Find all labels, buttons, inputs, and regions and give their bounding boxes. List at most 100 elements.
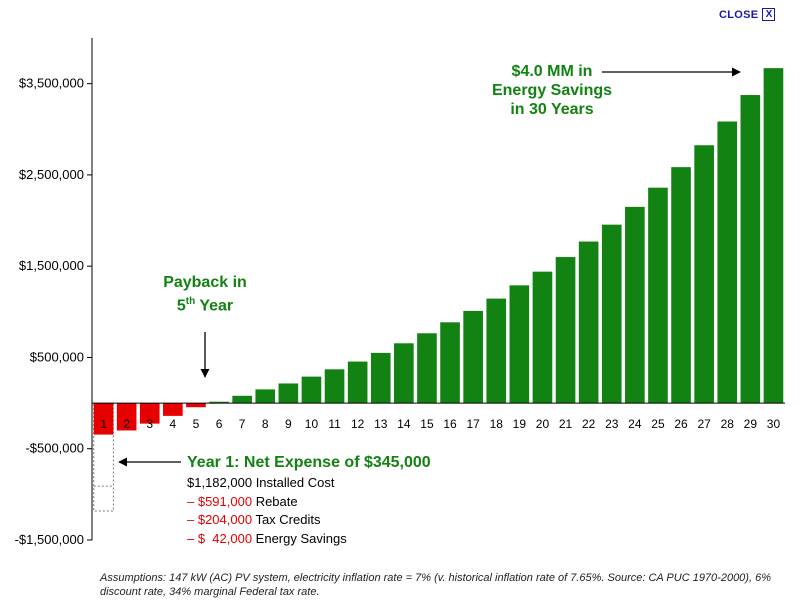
bar-year-16 (440, 322, 460, 404)
bar-year-26 (671, 167, 691, 404)
y-tick-label: $2,500,000 (19, 167, 84, 182)
bars-group (93, 68, 784, 512)
x-tick-label: 27 (697, 417, 711, 431)
bar-year-18 (486, 298, 507, 404)
bar-year-9 (278, 383, 299, 404)
breakdown-label: Energy Savings (252, 530, 347, 546)
payback-line2-num: 5 (176, 297, 186, 315)
x-tick-label: 1 (100, 417, 107, 431)
x-tick-label: 26 (674, 417, 688, 431)
bar-year-6 (209, 401, 229, 404)
x-tick-label: 2 (123, 417, 130, 431)
bar-year-11 (324, 369, 345, 404)
x-tick-label: 4 (170, 417, 177, 431)
close-label: CLOSE (719, 8, 759, 21)
savings-line1: $4.0 MM in (511, 63, 593, 80)
bar-year-29 (740, 95, 761, 404)
x-tick-label: 20 (536, 417, 550, 431)
x-tick-label: 10 (305, 417, 319, 431)
x-tick-label: 16 (443, 417, 457, 431)
x-tick-label: 18 (490, 417, 504, 431)
savings-annotation: $4.0 MM in Energy Savings in 30 Years (460, 62, 644, 119)
bar-year-5 (186, 403, 206, 408)
x-tick-label: 14 (397, 417, 411, 431)
breakdown-label: Rebate (252, 493, 298, 509)
breakdown-label: Tax Credits (252, 512, 321, 527)
y-tick-labels: $3,500,000 $2,500,000 $1,500,000 $500,000 -$… (15, 76, 84, 547)
x-tick-label: 17 (466, 417, 480, 431)
bar-year-24 (625, 206, 645, 404)
bar-year-20 (532, 271, 553, 404)
x-tick-label: 11 (328, 417, 341, 431)
y-tick-label: $3,500,000 (19, 76, 84, 91)
x-tick-label: 21 (559, 417, 573, 431)
x-tick-label: 3 (146, 417, 153, 431)
bar-year-22 (578, 241, 599, 404)
payback-line1: Payback in (163, 274, 247, 291)
breakdown-amount: – $204,000 (187, 512, 253, 527)
bar-year-30 (763, 68, 784, 404)
breakdown-amount: – $ 42,000 (187, 530, 253, 546)
payback-annotation: Payback in 5th Year (140, 273, 270, 315)
bar-year-15 (417, 333, 437, 404)
x-tick-label: 7 (239, 417, 246, 431)
bar-year-1 (93, 403, 114, 435)
payback-line2-sup: th (185, 296, 196, 307)
x-tick-label: 6 (216, 417, 223, 431)
breakdown-row-tax-credits: – $204,000 Tax Credits (187, 511, 347, 530)
chart: 1 2 3 4 5 6 7 8 9 10 11 12 13 14 15 16 17 18 19 20 21 22 23 24 2… (15, 38, 785, 547)
x-tick-label: 30 (767, 417, 781, 431)
payback-line2-rest: Year (195, 297, 234, 315)
x-tick-label: 25 (651, 417, 665, 431)
y-tick-label: $500,000 (30, 349, 84, 364)
x-tick-label: 23 (605, 417, 619, 431)
savings-line2: Energy Savings (491, 82, 613, 99)
payback-line2: 5th Year (140, 292, 270, 315)
bar-year-13 (370, 352, 391, 404)
x-tick-labels: 1 2 3 4 5 6 7 8 9 10 11 12 13 14 15 16 17 18 19 20 21 22 23 24 2… (100, 417, 780, 431)
breakdown-row-rebate: – $591,000 Rebate (187, 493, 347, 512)
breakdown-row-installed: $1,182,000 Installed Cost (187, 474, 347, 493)
close-button[interactable]: CLOSE X (719, 8, 776, 21)
x-tick-label: 28 (721, 417, 735, 431)
assumptions-footnote: Assumptions: 147 kW (AC) PV system, elec… (100, 572, 771, 598)
bar-year-12 (347, 361, 368, 404)
x-tick-label: 29 (744, 417, 758, 431)
x-tick-label: 19 (513, 417, 527, 431)
close-icon: X (762, 8, 776, 21)
x-tick-label: 12 (351, 417, 365, 431)
y-tick-label: $1,500,000 (19, 258, 84, 273)
bar-year-27 (694, 145, 714, 404)
bar-year-10 (301, 376, 322, 404)
x-tick-label: 13 (374, 417, 388, 431)
x-tick-label: 8 (262, 417, 269, 431)
year1-breakdown: $1,182,000 Installed Cost – $591,000 Reb… (187, 474, 347, 548)
bar-year-25 (648, 187, 668, 404)
breakdown-row-energy-savings: – $ 42,000 Energy Savings (187, 530, 347, 549)
x-tick-label: 9 (285, 417, 292, 431)
bar-year-2 (116, 403, 137, 431)
x-tick-label: 22 (582, 417, 596, 431)
bar-year-23 (601, 224, 622, 404)
breakdown-label: Installed Cost (252, 475, 335, 490)
y-tick-label: -$500,000 (25, 441, 84, 456)
bar-year-7 (232, 395, 252, 404)
y-tick-label: -$1,500,000 (15, 532, 84, 547)
year1-title: Year 1: Net Expense of $345,000 (187, 454, 431, 471)
x-tick-label: 15 (420, 417, 434, 431)
bar-year-17 (463, 310, 483, 404)
savings-line3: in 30 Years (510, 101, 594, 118)
annotation-arrows (118, 67, 741, 467)
bar-year-4 (163, 403, 183, 416)
bar-year-14 (394, 343, 414, 404)
bar-year-8 (255, 389, 276, 404)
bar-year-21 (555, 257, 576, 404)
x-tick-label: 5 (193, 417, 200, 431)
breakdown-amount: $1,182,000 (187, 475, 253, 490)
bar-year-3 (139, 403, 160, 424)
x-tick-label: 24 (628, 417, 642, 431)
axes (87, 38, 785, 541)
bar-year-28 (717, 121, 738, 404)
breakdown-amount: – $591,000 (187, 493, 253, 509)
bar-year-19 (509, 285, 530, 404)
